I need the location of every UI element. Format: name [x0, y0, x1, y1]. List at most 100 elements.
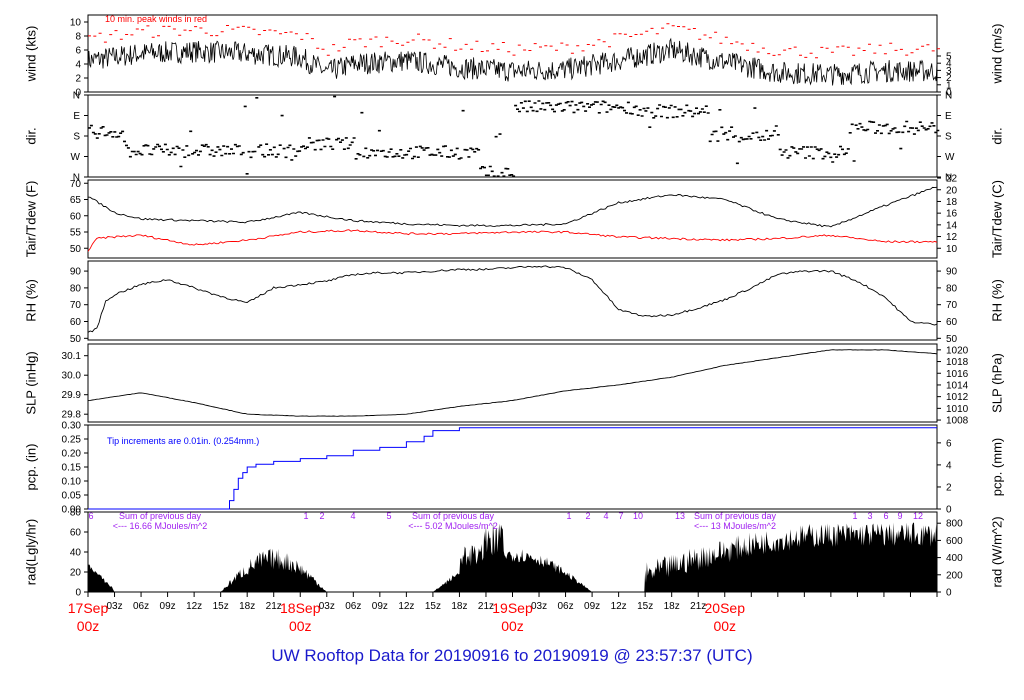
peak-wind-series [88, 23, 940, 59]
ytick-label-right: 3 [946, 66, 952, 77]
ylabel-left: rad(Lgly/hr) [23, 519, 38, 585]
ytick-label-right: 12 [946, 232, 958, 243]
ytick-label-right: 22 [946, 174, 958, 185]
hour-label: 18z [239, 601, 255, 612]
day-sum-note: Sum of previous day [694, 511, 777, 521]
ytick-label-right: 20 [946, 185, 958, 196]
ytick-label-left: 6 [75, 46, 81, 57]
ytick-label-right: 1010 [946, 404, 969, 415]
panel-frame [87, 179, 938, 259]
ytick-label-left: 90 [70, 267, 82, 278]
ylabel-left: SLP (inHg) [23, 351, 38, 414]
ytick-label-left: 2 [75, 74, 81, 85]
ytick-label-right: 4 [946, 59, 952, 70]
ytick-label-right: 400 [946, 553, 963, 564]
day-sum-note: <--- 5.02 MJoules/m^2 [408, 521, 498, 531]
ytick-label-left: 20 [70, 568, 82, 579]
panel-frame [87, 260, 938, 341]
hour-label: 03z [531, 601, 547, 612]
hour-mark: 1 [852, 511, 857, 521]
hour-label: 15z [425, 601, 441, 612]
hour-label: 12z [398, 601, 414, 612]
ytick-label-left: 29.9 [62, 390, 82, 401]
ytick-label-right: 5 [946, 51, 952, 62]
ytick-label-right: 1014 [946, 380, 969, 391]
panel-rad: rad(Lgly/hr) rad (W/m^2)02040608002004006… [23, 508, 1004, 599]
ylabel-right: dir. [989, 127, 1004, 144]
ytick-label-left: 29.8 [62, 410, 82, 421]
ytick-label-right: 6 [946, 438, 952, 449]
panel-rh: RH (%) RH (%) 50 60 70 80 90 50 60 70 80 90 [23, 260, 1004, 345]
ytick-label-right: 0 [946, 588, 952, 599]
date-hour-label: 00z [77, 618, 100, 634]
ytick-label-left: 70 [70, 179, 82, 190]
ytick-label-right: E [945, 111, 952, 122]
ylabel-right: pcp. (mm) [989, 438, 1004, 497]
ytick-label-right: 4 [946, 460, 952, 471]
ylabel-left: wind (kts) [23, 26, 38, 83]
wind-dir-points [88, 95, 940, 177]
ytick-label-left: 0.25 [62, 435, 82, 446]
hour-label: 12z [611, 601, 627, 612]
ylabel-left: dir. [23, 127, 38, 144]
hour-mark: 13 [675, 511, 685, 521]
hour-mark: 12 [913, 511, 923, 521]
date-hour-label: 00z [289, 618, 312, 634]
ylabel-right: Tair/Tdew (C) [989, 180, 1004, 258]
ytick-label-right: 70 [946, 300, 958, 311]
ytick-label-left: 0.00 [62, 505, 82, 516]
day-sum-note: Sum of previous day [412, 511, 495, 521]
precip-series [88, 427, 937, 510]
ytick-label-right: 50 [946, 334, 958, 345]
ytick-label-left: 10 [70, 18, 82, 29]
hour-mark: 4 [603, 511, 608, 521]
hour-label: 12z [186, 601, 202, 612]
ytick-label-right: 1 [946, 80, 952, 91]
day-sum-note: <--- 13 MJoules/m^2 [694, 521, 776, 531]
ylabel-right: rad (W/m^2) [989, 516, 1004, 587]
ylabel-right: wind (m/s) [989, 24, 1004, 85]
ytick-label-left: 50 [70, 334, 82, 345]
ytick-label-left: 8 [75, 32, 81, 43]
ytick-label-right: 0 [946, 505, 952, 516]
ytick-label-right: N [945, 91, 952, 102]
hour-label: 18z [451, 601, 467, 612]
date-label: 20Sep [705, 600, 746, 616]
hour-label: 06z [345, 601, 361, 612]
hour-mark: 6 [883, 511, 888, 521]
ytick-label-right: 80 [946, 283, 958, 294]
panel-frame [87, 14, 938, 93]
ytick-label-left: 0.20 [62, 449, 82, 460]
ytick-label-left: W [71, 152, 81, 163]
ytick-label-left: 30.0 [62, 371, 82, 382]
ytick-label-left: 30.1 [62, 351, 82, 362]
hour-mark: 6 [88, 511, 93, 521]
hour-label: 18z [664, 601, 680, 612]
day-sum-note: <--- 16.66 MJoules/m^2 [113, 521, 208, 531]
date-label: 19Sep [492, 600, 533, 616]
ylabel-left: Tair/Tdew (F) [23, 181, 38, 258]
ytick-label-left: 60 [70, 211, 82, 222]
ytick-label-left: 80 [70, 283, 82, 294]
ylabel-right: RH (%) [989, 279, 1004, 322]
hour-label: 09z [160, 601, 176, 612]
hour-label: 21z [478, 601, 494, 612]
panel-slp: SLP (inHg) SLP (hPa)29.829.930.030.110081… [23, 343, 1004, 427]
ytick-label-left: 0.15 [62, 463, 82, 474]
date-label: 18Sep [280, 600, 321, 616]
ytick-label-right: N [945, 173, 952, 184]
hour-label: 06z [558, 601, 574, 612]
air-temp-series [87, 186, 938, 228]
hour-label: 15z [213, 601, 229, 612]
hour-mark: 2 [585, 511, 590, 521]
ytick-label-left: 0.30 [62, 421, 82, 432]
ytick-label-left: 4 [75, 60, 81, 71]
hour-mark: 10 [633, 511, 643, 521]
ytick-label-left: 0 [75, 588, 81, 599]
date-hour-label: 00z [501, 618, 524, 634]
hour-label: 09z [584, 601, 600, 612]
rh-series [87, 265, 938, 333]
ytick-label-left: 40 [70, 548, 82, 559]
hour-label: 21z [690, 601, 706, 612]
